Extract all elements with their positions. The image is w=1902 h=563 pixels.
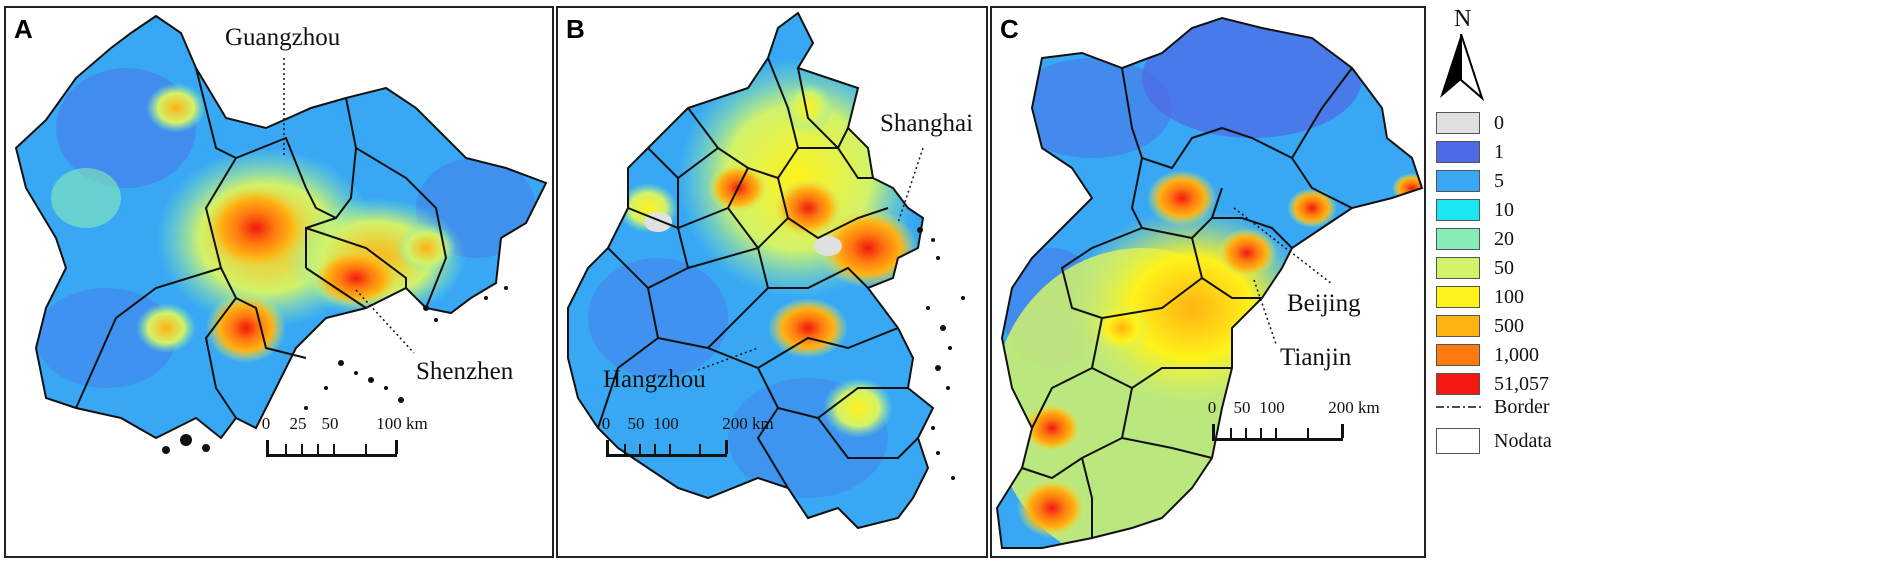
city-label-shanghai: Shanghai bbox=[880, 110, 974, 137]
panel-letter: B bbox=[566, 14, 585, 44]
scale-line bbox=[266, 440, 398, 457]
legend-label: 0 bbox=[1494, 112, 1504, 134]
legend-label: 10 bbox=[1494, 199, 1514, 221]
scale-bar: 0 50 100 200 km bbox=[1208, 398, 1392, 446]
scale-label: 0 bbox=[261, 414, 271, 433]
scale-label: 0 bbox=[1207, 398, 1217, 417]
scale-label: 100 bbox=[653, 414, 679, 433]
north-label: N bbox=[1454, 6, 1472, 32]
legend-label: 50 bbox=[1494, 257, 1514, 279]
scale-label: 200 km bbox=[1328, 398, 1380, 417]
map-panel-c: C Beijing Tianjin 0 50 100 200 km bbox=[990, 6, 1426, 558]
scale-label: 0 bbox=[601, 414, 611, 433]
legend-label: 500 bbox=[1494, 315, 1524, 337]
scale-line bbox=[1212, 424, 1344, 441]
legend-nodata-swatch bbox=[1436, 428, 1480, 454]
scale-label: 50 bbox=[627, 414, 645, 433]
city-label-shenzhen: Shenzhen bbox=[416, 358, 514, 385]
map-panel-a: A Guangzhou Shenzhen 0 25 50 100 km bbox=[4, 6, 554, 558]
legend-swatch bbox=[1436, 228, 1480, 250]
legend-swatch bbox=[1436, 286, 1480, 308]
north-arrow-icon: N bbox=[1436, 6, 1486, 103]
city-label-beijing: Beijing bbox=[1287, 290, 1361, 317]
legend-swatch bbox=[1436, 315, 1480, 337]
map-raster-c bbox=[995, 16, 1424, 549]
scale-label: 100 bbox=[1259, 398, 1285, 417]
panel-letter: A bbox=[14, 14, 33, 44]
map-raster-b bbox=[567, 11, 965, 530]
legend-border-label: Border bbox=[1494, 396, 1550, 418]
city-label-tianjin: Tianjin bbox=[1280, 344, 1352, 371]
scale-label: 25 bbox=[289, 414, 307, 433]
city-label-hangzhou: Hangzhou bbox=[603, 366, 706, 393]
scale-label: 200 km bbox=[722, 414, 774, 433]
legend-label: 1,000 bbox=[1494, 344, 1539, 366]
scale-label: 50 bbox=[321, 414, 339, 433]
scale-line bbox=[606, 440, 728, 457]
legend-label: 100 bbox=[1494, 286, 1524, 308]
scale-bar: 0 50 100 200 km bbox=[602, 414, 776, 462]
legend-swatch bbox=[1436, 112, 1480, 134]
legend-label: 51,057 bbox=[1494, 373, 1549, 395]
legend-swatch bbox=[1436, 199, 1480, 221]
scale-label: 100 km bbox=[376, 414, 428, 433]
legend-swatch bbox=[1436, 344, 1480, 366]
legend-label: 5 bbox=[1494, 170, 1504, 192]
scale-bar: 0 25 50 100 km bbox=[262, 414, 428, 462]
legend-swatch bbox=[1436, 257, 1480, 279]
scale-label: 50 bbox=[1233, 398, 1251, 417]
city-label-guangzhou: Guangzhou bbox=[225, 24, 341, 51]
legend-nodata-label: Nodata bbox=[1494, 430, 1552, 452]
map-raster-a bbox=[14, 14, 548, 454]
panel-letter: C bbox=[1000, 14, 1019, 44]
legend-label: 1 bbox=[1494, 141, 1504, 163]
legend-swatch bbox=[1436, 170, 1480, 192]
legend-label: 20 bbox=[1494, 228, 1514, 250]
legend-swatch bbox=[1436, 373, 1480, 395]
legend-swatch bbox=[1436, 141, 1480, 163]
map-panel-b: B Shanghai Hangzhou 0 50 100 200 km bbox=[556, 6, 988, 558]
